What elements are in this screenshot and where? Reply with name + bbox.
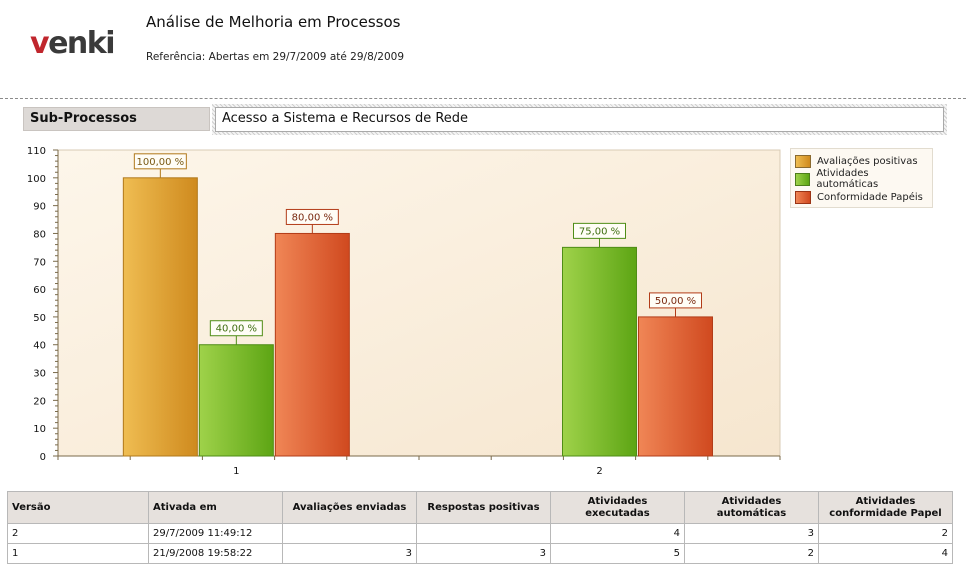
table-cell — [282, 523, 417, 544]
y-axis: 0 10 20 30 40 50 60 70 80 90 100 110 — [27, 146, 59, 463]
y-tick-label: 50 — [33, 313, 46, 324]
chart-legend: Avaliações positivas Atividades automáti… — [790, 148, 933, 208]
bar — [274, 232, 350, 457]
table-cell: 29/7/2009 11:49:12 — [148, 523, 283, 544]
subprocess-field-frame: Acesso a Sistema e Recursos de Rede — [212, 104, 947, 135]
table-header-row: Versão Ativada em Avaliações enviadas Re… — [7, 491, 953, 524]
y-tick-label: 70 — [33, 257, 46, 268]
legend-label: Conformidade Papéis — [817, 191, 923, 203]
venki-logo: venki — [30, 26, 116, 61]
data-label: 75,00 % — [579, 226, 620, 237]
report-reference: Referência: Abertas em 29/7/2009 até 29/… — [146, 51, 405, 63]
table-cell: 3 — [282, 543, 417, 564]
x-tick-label: 2 — [596, 466, 602, 477]
legend-item: Avaliações positivas — [795, 152, 928, 170]
col-header[interactable]: Ativada em — [148, 491, 283, 524]
data-label: 100,00 % — [136, 157, 184, 168]
y-tick-label: 40 — [33, 341, 46, 352]
data-label-box — [649, 292, 702, 309]
table-cell: 2 — [818, 523, 953, 544]
y-tick-label: 30 — [33, 369, 46, 380]
legend-label: Atividades automáticas — [816, 168, 879, 190]
bars-group: 100,00 % 40,00 % 80,00 % 75,00 % 50,00 % — [122, 153, 713, 457]
data-label-box — [573, 222, 626, 239]
bar — [122, 177, 198, 457]
table-cell: 21/9/2008 19:58:22 — [148, 543, 283, 564]
legend-swatch — [795, 172, 811, 186]
y-tick-label: 20 — [33, 396, 46, 407]
versions-table: Versão Ativada em Avaliações enviadas Re… — [7, 491, 953, 564]
y-tick-label: 0 — [40, 452, 46, 463]
legend-swatch — [795, 154, 811, 168]
report-header: venki Análise de Melhoria em Processos R… — [0, 0, 966, 98]
x-tick-label: 1 — [233, 466, 239, 477]
data-label: 80,00 % — [292, 212, 333, 223]
data-label-box — [285, 208, 339, 225]
col-header[interactable]: Respostas positivas — [416, 491, 551, 524]
legend-item: Atividades automáticas — [795, 168, 928, 190]
table-cell: 5 — [550, 543, 685, 564]
y-tick-label: 110 — [27, 146, 46, 157]
col-header[interactable]: Atividades conformidade Papel — [818, 491, 953, 524]
data-label: 40,00 % — [216, 324, 257, 335]
legend-swatch — [795, 190, 811, 204]
y-tick-label: 90 — [33, 202, 46, 213]
y-tick-label: 80 — [33, 229, 46, 240]
table-cell: 2 — [7, 523, 149, 544]
data-label-box — [133, 153, 187, 170]
subprocess-label: Sub-Processos — [23, 107, 210, 131]
table-row: 2 29/7/2009 11:49:12 4 3 2 — [7, 523, 953, 544]
col-header[interactable]: Atividades executadas — [550, 491, 685, 524]
table-cell: 1 — [7, 543, 149, 564]
y-tick-label: 100 — [27, 174, 46, 185]
legend-item: Conformidade Papéis — [795, 188, 928, 206]
report-title: Análise de Melhoria em Processos — [146, 13, 401, 31]
logo-rest: enki — [48, 26, 115, 61]
data-label: 50,00 % — [655, 296, 696, 307]
bar — [638, 316, 713, 457]
table-cell: 3 — [684, 523, 819, 544]
legend-label: Avaliações positivas — [817, 155, 918, 167]
col-header[interactable]: Atividades automáticas — [684, 491, 819, 524]
y-tick-label: 10 — [33, 424, 46, 435]
table-cell: 4 — [818, 543, 953, 564]
col-header[interactable]: Avaliações enviadas — [282, 491, 417, 524]
bar — [198, 344, 274, 457]
table-cell: 2 — [684, 543, 819, 564]
table-cell: 4 — [550, 523, 685, 544]
table-row: 1 21/9/2008 19:58:22 3 3 5 2 4 — [7, 543, 953, 564]
col-header[interactable]: Versão — [7, 491, 149, 524]
table-cell: 3 — [416, 543, 551, 564]
subprocess-value[interactable]: Acesso a Sistema e Recursos de Rede — [215, 107, 944, 132]
bar — [562, 246, 637, 457]
header-divider — [0, 98, 966, 99]
y-tick-label: 60 — [33, 285, 46, 296]
table-cell — [416, 523, 551, 544]
data-label-box — [209, 320, 263, 337]
